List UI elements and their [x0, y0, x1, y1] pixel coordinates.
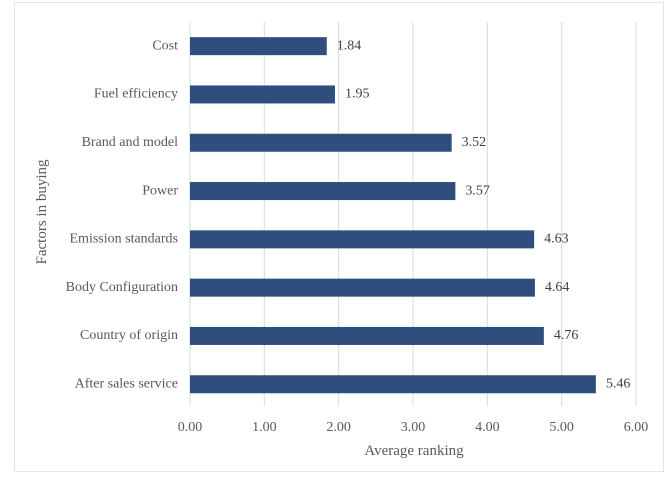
bars — [190, 37, 596, 394]
category-label: Body Configuration — [66, 280, 178, 295]
x-tick-label: 5.00 — [549, 420, 574, 435]
data-labels: 1.84 1.95 3.52 3.57 4.63 4.64 4.76 5.46 — [337, 38, 631, 391]
data-label: 4.76 — [554, 328, 579, 343]
bar-country-of-origin — [190, 326, 544, 345]
data-label: 1.95 — [345, 87, 370, 102]
category-label: After sales service — [75, 376, 178, 391]
data-label: 1.84 — [337, 38, 362, 53]
data-label: 4.64 — [545, 280, 570, 295]
x-tick-label: 1.00 — [252, 420, 277, 435]
x-tick-label: 0.00 — [178, 420, 203, 435]
y-axis-title: Factors in buying — [34, 159, 50, 264]
bar-after-sales-service — [190, 375, 596, 394]
data-label: 3.52 — [462, 135, 487, 150]
category-label: Fuel efficiency — [94, 87, 178, 102]
bar-emission-standards — [190, 230, 535, 249]
bar-cost — [190, 37, 327, 56]
gridlines — [189, 22, 637, 406]
x-tick-label: 4.00 — [475, 420, 500, 435]
x-axis-title: Average ranking — [364, 443, 464, 459]
category-label: Country of origin — [80, 328, 178, 343]
bar-power — [190, 182, 456, 201]
bar-body-configuration — [190, 278, 535, 297]
category-label: Power — [142, 183, 178, 198]
x-tick-label: 6.00 — [624, 420, 649, 435]
x-tick-label: 2.00 — [326, 420, 351, 435]
bar-brand-and-model — [190, 133, 452, 152]
data-label: 4.63 — [544, 232, 569, 247]
chart-frame — [14, 2, 664, 472]
data-label: 3.57 — [465, 183, 490, 198]
bar-fuel-efficiency — [190, 85, 335, 104]
x-tick-label: 3.00 — [401, 420, 426, 435]
category-label: Cost — [152, 38, 178, 53]
category-label: Brand and model — [82, 135, 179, 150]
category-label: Emission standards — [70, 232, 179, 247]
category-labels: Cost Fuel efficiency Brand and model Power E… — [66, 38, 179, 391]
data-label: 5.46 — [606, 376, 631, 391]
x-tick-labels: 0.00 1.00 2.00 3.00 4.00 5.00 6.00 — [178, 420, 649, 435]
